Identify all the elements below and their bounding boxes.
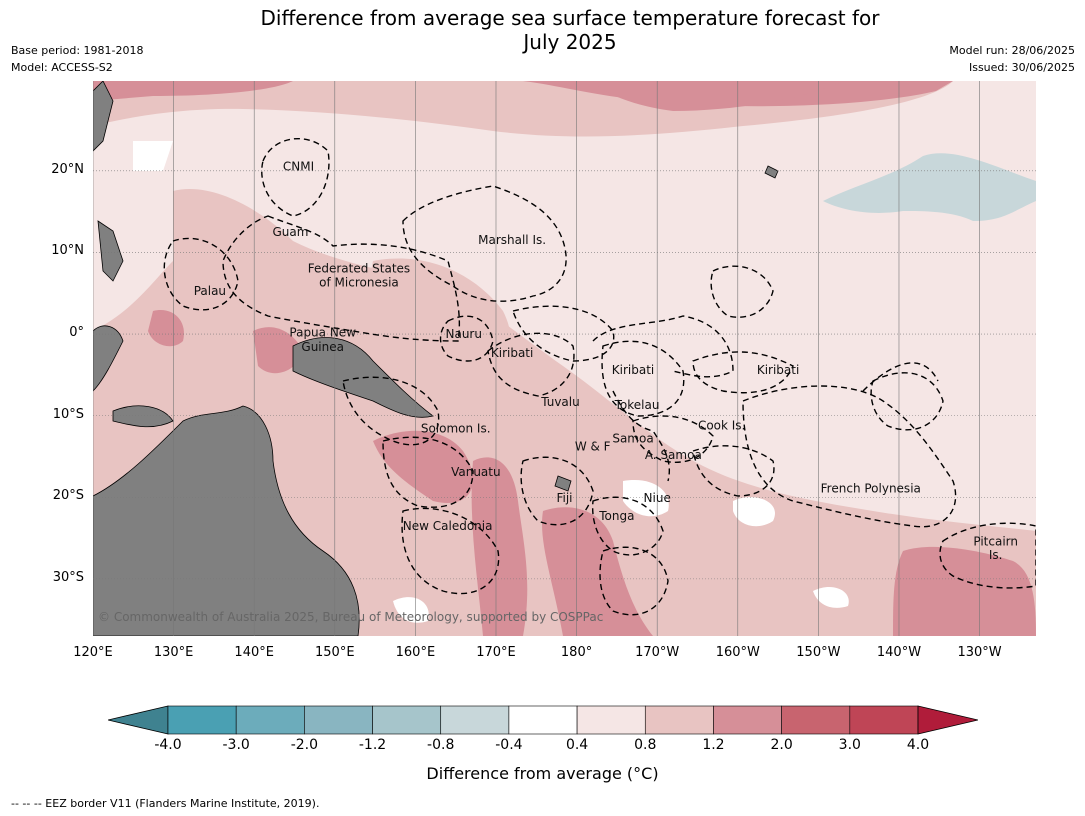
place-label: Tuvalu bbox=[540, 395, 580, 409]
colorbar-cells bbox=[108, 705, 978, 735]
place-label: Tonga bbox=[598, 509, 634, 523]
latitude-label: 20°N bbox=[51, 161, 84, 177]
colorbar-cell bbox=[235, 705, 305, 735]
longitude-label: 170°E bbox=[476, 645, 516, 660]
colorbar-tick-label: -0.8 bbox=[427, 737, 455, 753]
place-label: Kiribati bbox=[612, 363, 654, 377]
place-label: Pitcairn bbox=[973, 534, 1018, 548]
issued-date: Issued: 30/06/2025 bbox=[968, 61, 1075, 74]
colorbar-cell bbox=[508, 705, 578, 735]
colorbar-tick-label: -2.0 bbox=[290, 737, 319, 753]
latitude-label: 10°S bbox=[52, 406, 84, 422]
latitude-label: 20°S bbox=[52, 488, 84, 504]
colorbar-tick-label: 1.2 bbox=[702, 737, 725, 753]
colorbar bbox=[108, 705, 978, 735]
copyright-notice: © Commonwealth of Australia 2025, Bureau… bbox=[98, 610, 603, 624]
colorbar-tick-label: 3.0 bbox=[838, 737, 861, 753]
longitude-label: 160°E bbox=[395, 645, 436, 660]
colorbar-tick-label: 2.0 bbox=[770, 737, 793, 753]
colorbar-cell bbox=[372, 705, 442, 735]
colorbar-cell bbox=[644, 705, 714, 735]
base-period: Base period: 1981-2018 bbox=[11, 44, 144, 57]
colorbar-cell bbox=[304, 705, 373, 735]
colorbar-cell bbox=[440, 705, 510, 735]
colorbar-tick-label: -3.0 bbox=[222, 737, 250, 753]
longitude-label: 150°W bbox=[796, 645, 841, 660]
place-label: A. Samoa bbox=[645, 448, 702, 462]
colorbar-overflow bbox=[917, 705, 978, 735]
longitude-label: 130°E bbox=[153, 645, 194, 660]
title-line-2: July 2025 bbox=[523, 30, 617, 54]
colorbar-cell bbox=[713, 705, 782, 735]
eez-borders bbox=[163, 137, 1036, 616]
place-label: Cook Is. bbox=[698, 418, 745, 432]
place-label: of Micronesia bbox=[319, 276, 399, 290]
latitude-label: 0° bbox=[69, 325, 84, 340]
place-label: W & F bbox=[575, 440, 611, 454]
anomaly-minus-0-8-to-minus-0-4 bbox=[823, 153, 1036, 221]
base-period-info: Base period: 1981-2018 Model: ACCESS-S2 bbox=[11, 42, 143, 76]
gridlines bbox=[93, 81, 1036, 636]
place-label: Kiribati bbox=[757, 363, 799, 377]
chart-title: Difference from average sea surface temp… bbox=[0, 6, 1085, 54]
place-label: Palau bbox=[194, 284, 226, 298]
place-label: Vanuatu bbox=[451, 465, 501, 479]
place-label: Samoa bbox=[612, 431, 653, 445]
model-run-info: Model run: 28/06/2025 Issued: 30/06/2025 bbox=[949, 42, 1075, 76]
latitude-label: 10°N bbox=[51, 243, 84, 259]
model-name: Model: ACCESS-S2 bbox=[11, 61, 113, 74]
colorbar-tick-label: 0.8 bbox=[634, 737, 657, 753]
place-label: Tokelau bbox=[614, 398, 660, 412]
place-label: Guam bbox=[272, 225, 308, 239]
colorbar-underflow bbox=[108, 705, 169, 735]
title-line-1: Difference from average sea surface temp… bbox=[260, 6, 880, 30]
place-label: Fiji bbox=[556, 491, 572, 505]
longitude-label: 170°W bbox=[635, 645, 680, 660]
longitude-label: 120°E bbox=[73, 645, 113, 660]
colorbar-cell bbox=[167, 705, 237, 735]
place-label: French Polynesia bbox=[821, 481, 921, 495]
longitude-label: 140°E bbox=[234, 645, 274, 660]
longitude-label: 130°W bbox=[957, 645, 1002, 660]
colorbar-tick-label: -1.2 bbox=[358, 737, 387, 753]
longitude-label: 150°E bbox=[315, 645, 355, 660]
longitude-label: 140°W bbox=[876, 645, 922, 660]
place-label: New Caledonia bbox=[403, 519, 493, 533]
place-label: Solomon Is. bbox=[421, 422, 491, 436]
colorbar-tick-label: 4.0 bbox=[906, 737, 930, 753]
place-label: CNMI bbox=[283, 160, 314, 174]
colorbar-cell bbox=[576, 705, 646, 735]
latitude-label: 30°S bbox=[52, 569, 84, 585]
place-label: Niue bbox=[644, 491, 671, 505]
longitude-label: 160°W bbox=[715, 645, 760, 660]
colorbar-tick-label: -0.4 bbox=[495, 737, 523, 753]
place-label: Marshall Is. bbox=[478, 233, 546, 247]
place-label: Federated States bbox=[308, 262, 410, 276]
colorbar-cell bbox=[849, 705, 919, 735]
colorbar-title: Difference from average (°C) bbox=[426, 764, 659, 783]
place-label: Nauru bbox=[446, 327, 482, 341]
place-label: Is. bbox=[989, 548, 1003, 562]
model-run: Model run: 28/06/2025 bbox=[949, 44, 1075, 57]
place-label: Guinea bbox=[301, 340, 344, 354]
colorbar-tick-label: 0.4 bbox=[565, 737, 589, 753]
colorbar-tick-label: -4.0 bbox=[154, 737, 182, 753]
longitude-label: 180° bbox=[560, 645, 593, 660]
place-label: Kiribati bbox=[491, 346, 533, 360]
place-label: Papua New bbox=[289, 325, 356, 339]
colorbar-cell bbox=[781, 705, 851, 735]
eez-legend-footnote: -- -- -- EEZ border V11 (Flanders Marine… bbox=[11, 797, 320, 810]
